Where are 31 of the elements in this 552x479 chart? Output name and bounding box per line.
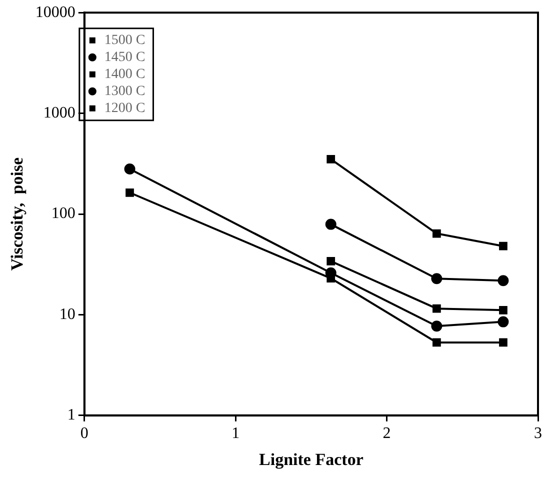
x-tick-label: 0 [80, 425, 88, 442]
legend-label: 1400 C [104, 67, 146, 82]
y-tick-label: 100 [51, 205, 76, 222]
point [431, 273, 442, 284]
y-tick-label: 10000 [35, 4, 76, 21]
legend-label: 1200 C [104, 101, 146, 116]
y-tick-label: 1000 [43, 104, 76, 122]
y-tick-label: 1 [67, 406, 76, 424]
point [498, 275, 509, 286]
point [126, 188, 134, 197]
point [432, 229, 441, 238]
y-tick-label: 10 [59, 306, 76, 323]
x-axis-title: Lignite Factor [259, 450, 364, 470]
point [498, 316, 509, 328]
point [326, 155, 336, 164]
point [432, 304, 441, 313]
x-tick-label: 2 [382, 425, 391, 442]
x-tick-label: 3 [534, 425, 542, 442]
point [499, 338, 508, 347]
point [499, 242, 508, 250]
legend-label: 1500 C [104, 33, 146, 48]
legend-label: 1300 C [104, 84, 146, 100]
point [499, 306, 508, 314]
point [326, 257, 336, 266]
point [432, 338, 441, 347]
y-axis-title: Viscosity, poise [8, 156, 27, 271]
point [124, 163, 136, 174]
point [325, 218, 336, 230]
point [431, 320, 442, 332]
legend-label: 1450 C [104, 50, 146, 66]
x-tick-label: 1 [232, 425, 240, 442]
